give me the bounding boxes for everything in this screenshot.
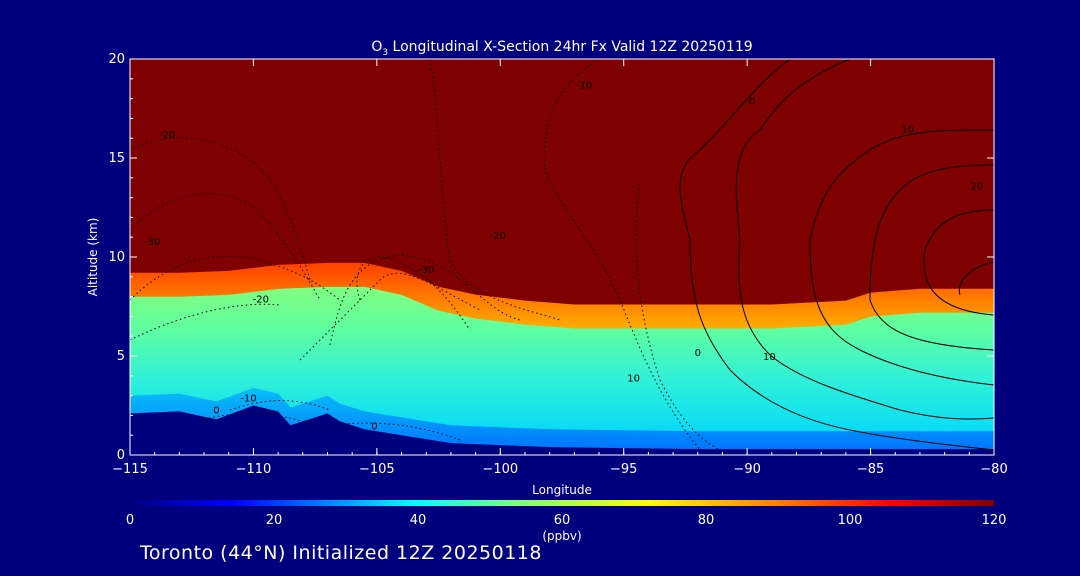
- colorbar-label: (ppbv): [542, 529, 581, 543]
- contour-40: [923, 209, 994, 316]
- x-tick-label: −90: [733, 462, 760, 477]
- contour-label: -30: [144, 237, 160, 248]
- y-tick-label: 0: [117, 448, 125, 463]
- plot-area: -20 -10 -30 -20 -30 -20 -10 0 0 10 0 10 0 10 20: [130, 59, 994, 455]
- contour-neg-10-low: [229, 400, 331, 411]
- contour-neg-10: [543, 59, 701, 451]
- colorbar-ticks: 0 20 40 60 80 100 120: [126, 513, 1007, 528]
- contour-30: [869, 164, 994, 351]
- contour-neg-20-top: [429, 59, 561, 321]
- contour-label: -20: [159, 130, 175, 141]
- y-axis-label: Altitude (km): [86, 218, 100, 297]
- contour-lines: [130, 59, 994, 451]
- x-tick-label: −100: [482, 462, 518, 477]
- contour-neg-20-inner: [299, 272, 481, 361]
- x-tick-label: −80: [980, 462, 1007, 477]
- contour-label: -30: [418, 265, 434, 276]
- chart-title: O3 Longitudinal X-Section 24hr Fx Valid …: [371, 39, 752, 58]
- contour-50: [958, 261, 994, 296]
- contour-neg-30-outer: [329, 254, 521, 346]
- contour-label: 10: [901, 124, 914, 135]
- x-axis-label: Longitude: [532, 483, 592, 497]
- x-axis: −115 −110 −105 −100 −95 −90 −85 −80: [112, 59, 1008, 477]
- contour-0: [679, 59, 994, 451]
- terrain-mask: [130, 405, 994, 455]
- contour-label: 20: [970, 182, 983, 193]
- contour-neg-20-mid: [130, 255, 341, 301]
- contour-label: 0: [213, 405, 219, 416]
- contour-label: 0: [371, 421, 377, 432]
- y-tick-label: 10: [108, 250, 125, 265]
- colorbar-tick-label: 60: [554, 513, 571, 528]
- contour-label: -10: [240, 394, 256, 405]
- x-tick-label: −105: [359, 462, 395, 477]
- x-tick-label: −85: [857, 462, 884, 477]
- colorbar: [130, 500, 994, 506]
- x-tick-label: −95: [610, 462, 637, 477]
- y-axis: 0 5 10 15 20: [108, 52, 994, 463]
- contour-0-west: [199, 413, 331, 431]
- footer-caption: Toronto (44°N) Initialized 12Z 20250118: [140, 542, 542, 564]
- y-tick-label: 20: [108, 52, 125, 67]
- x-tick-label: −110: [236, 462, 272, 477]
- contour-label: 10: [763, 352, 776, 363]
- contour-label: 0: [749, 97, 755, 108]
- colorbar-tick-label: 120: [982, 513, 1007, 528]
- x-tick-label: −115: [112, 462, 148, 477]
- contour-0-mid: [329, 422, 461, 441]
- contour-label: -20: [253, 295, 269, 306]
- contour-20: [809, 129, 994, 386]
- y-tick-label: 15: [108, 151, 125, 166]
- contour-10: [735, 59, 994, 420]
- colorbar-tick-label: 100: [838, 513, 863, 528]
- contour-label: 10: [627, 374, 640, 385]
- colorbar-tick-label: 40: [410, 513, 427, 528]
- contour-label: 0: [695, 348, 701, 359]
- contour-neg-30-west: [130, 193, 321, 301]
- contour-label: -10: [576, 81, 592, 92]
- contour-neg-30-core: [356, 256, 471, 331]
- contour-neg-20-west: [130, 137, 311, 281]
- contour-label: -20: [490, 231, 506, 242]
- contour-labels: -20 -10 -30 -20 -30 -20 -10 0 0 10 0 10 0 10 20: [144, 81, 983, 433]
- colorbar-tick-label: 80: [698, 513, 715, 528]
- colorbar-tick-label: 20: [266, 513, 283, 528]
- colorbar-tick-label: 0: [126, 513, 134, 528]
- y-tick-label: 5: [117, 349, 125, 364]
